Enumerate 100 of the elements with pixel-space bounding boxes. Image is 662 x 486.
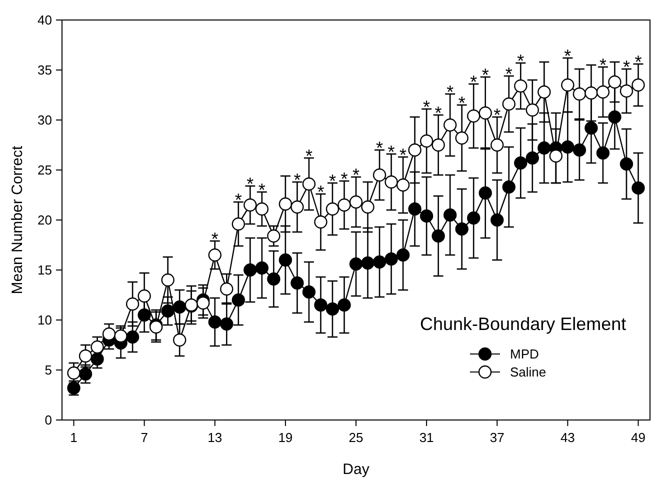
y-tick-label: 5 bbox=[44, 362, 52, 378]
y-tick-label: 15 bbox=[38, 262, 52, 278]
annotation: * bbox=[482, 65, 489, 85]
x-axis-title: Day bbox=[342, 461, 370, 478]
point bbox=[490, 138, 504, 152]
point bbox=[420, 209, 434, 223]
point bbox=[538, 85, 551, 99]
point bbox=[338, 198, 351, 212]
point bbox=[384, 252, 398, 266]
point bbox=[220, 317, 234, 331]
point bbox=[620, 84, 634, 98]
x-tick-label: 1 bbox=[70, 430, 78, 445]
point bbox=[244, 263, 257, 277]
point bbox=[138, 289, 151, 303]
y-tick-label: 25 bbox=[38, 162, 52, 178]
annotation: * bbox=[564, 46, 572, 66]
point bbox=[432, 229, 445, 243]
point bbox=[126, 297, 140, 311]
y-tick-label: 40 bbox=[38, 12, 52, 28]
point bbox=[632, 181, 645, 195]
point bbox=[632, 78, 645, 92]
point bbox=[161, 273, 174, 287]
point bbox=[173, 333, 186, 347]
point bbox=[255, 261, 269, 275]
point bbox=[467, 109, 480, 123]
point bbox=[138, 308, 151, 322]
point bbox=[596, 146, 610, 160]
annotation: * bbox=[517, 51, 524, 71]
point bbox=[90, 340, 104, 354]
point bbox=[596, 85, 610, 99]
point bbox=[608, 110, 622, 124]
point bbox=[232, 217, 245, 231]
point bbox=[196, 296, 210, 310]
annotation: * bbox=[234, 190, 242, 210]
point bbox=[255, 202, 269, 216]
y-axis-title: Mean Number Correct bbox=[9, 144, 26, 294]
annotation: * bbox=[634, 52, 642, 72]
annotation: * bbox=[352, 165, 360, 185]
point bbox=[572, 87, 586, 101]
point bbox=[290, 276, 304, 290]
legend-label: MPD bbox=[510, 346, 539, 362]
point bbox=[478, 186, 492, 200]
y-tick-label: 35 bbox=[38, 62, 52, 78]
annotation: * bbox=[446, 82, 454, 102]
point bbox=[302, 285, 316, 299]
point bbox=[338, 298, 351, 312]
point bbox=[278, 253, 292, 267]
annotation: * bbox=[211, 229, 218, 249]
annotation: * bbox=[340, 169, 348, 189]
point bbox=[396, 248, 410, 262]
point bbox=[290, 200, 304, 214]
point bbox=[173, 300, 186, 314]
y-tick-label: 10 bbox=[38, 312, 52, 328]
annotation: * bbox=[599, 55, 606, 75]
annotation: * bbox=[317, 182, 324, 202]
point bbox=[267, 229, 280, 243]
y-tick-label: 20 bbox=[38, 212, 52, 228]
point bbox=[267, 272, 280, 286]
point bbox=[490, 213, 504, 227]
point bbox=[584, 86, 598, 100]
x-tick-label: 37 bbox=[490, 430, 504, 445]
point bbox=[455, 131, 468, 145]
point bbox=[514, 79, 528, 93]
x-tick-label: 25 bbox=[348, 430, 364, 445]
legend-label: Saline bbox=[510, 364, 546, 380]
point bbox=[278, 197, 292, 211]
annotation: * bbox=[434, 103, 442, 123]
point bbox=[620, 157, 634, 171]
point bbox=[302, 177, 316, 191]
annotation: * bbox=[246, 174, 254, 194]
point bbox=[102, 327, 116, 341]
annotation: * bbox=[388, 142, 395, 162]
point bbox=[526, 103, 539, 117]
y-tick-label: 0 bbox=[44, 412, 52, 428]
annotation: * bbox=[470, 72, 478, 92]
annotation: * bbox=[328, 171, 336, 191]
point bbox=[326, 202, 340, 216]
point bbox=[467, 211, 480, 225]
point bbox=[208, 315, 222, 329]
annotation: * bbox=[622, 57, 630, 77]
point bbox=[161, 304, 174, 318]
annotation: * bbox=[505, 64, 512, 84]
point bbox=[244, 198, 257, 212]
point bbox=[361, 200, 374, 214]
point bbox=[408, 202, 422, 216]
point bbox=[396, 178, 410, 192]
point bbox=[126, 330, 140, 344]
point bbox=[432, 138, 445, 152]
point bbox=[314, 215, 328, 229]
x-tick-label: 49 bbox=[631, 430, 646, 445]
point bbox=[90, 352, 104, 366]
point bbox=[561, 140, 574, 154]
annotation: * bbox=[294, 170, 301, 190]
point bbox=[549, 149, 563, 163]
point bbox=[526, 151, 539, 165]
x-tick-label: 43 bbox=[560, 430, 575, 445]
point bbox=[326, 302, 340, 316]
point bbox=[502, 180, 516, 194]
point bbox=[349, 195, 363, 209]
x-tick-label: 13 bbox=[208, 430, 222, 445]
